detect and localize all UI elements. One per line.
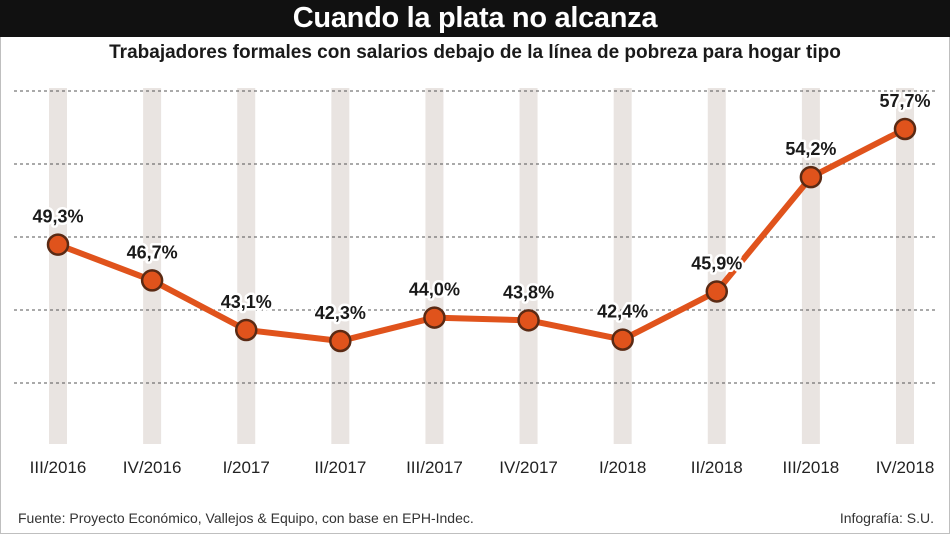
x-tick-label: III/2018 [783,458,840,477]
data-point [611,328,634,351]
column-band [237,88,256,444]
column-band [425,88,444,444]
column-band [49,88,67,444]
data-labels: 49,3%49,3%46,7%46,7%43,1%43,1%42,3%42,3%… [30,89,933,326]
data-label-halo: 43,1% [221,292,272,312]
gridlines [14,90,936,384]
data-label-halo: 42,4% [597,302,648,322]
column-band [896,88,914,444]
data-label: 42,3% [315,303,366,323]
x-tick-label: II/2017 [314,458,366,477]
data-point [329,329,352,353]
column-band [613,88,632,444]
data-label: 54,2% [785,139,836,159]
x-tick-label: IV/2018 [876,458,935,477]
data-label-halo: 42,3% [315,303,366,323]
credit-note: Infografía: S.U. [839,510,934,526]
data-label-halo: 45,9% [691,253,742,273]
data-point [140,269,164,292]
data-label: 57,7% [879,91,930,111]
data-label: 43,1% [221,292,272,312]
data-label-halo: 43,8% [503,282,554,302]
chart-subtitle: Trabajadores formales con salarios debaj… [109,42,841,63]
data-point [705,280,729,303]
data-point [423,306,446,329]
x-tick-label: I/2017 [223,458,270,477]
series-line [55,126,908,344]
x-tick-label: III/2017 [406,458,463,477]
data-label: 45,9% [691,253,742,273]
data-label: 42,4% [597,302,648,322]
x-tick-label: III/2016 [30,458,87,477]
title-bar: Cuando la plata no alcanza [0,0,950,37]
data-label-halo: 46,7% [127,242,178,262]
data-point [46,233,70,256]
x-tick-label: I/2018 [599,458,646,477]
data-markers [46,117,917,353]
column-band [143,88,162,444]
column-bands [49,88,914,444]
column-band [707,88,726,444]
data-point [799,165,823,189]
data-label: 49,3% [32,207,83,227]
data-label: 46,7% [127,242,178,262]
data-label-halo: 54,2% [785,139,836,159]
column-band [519,88,538,444]
data-point [893,117,917,141]
data-label-halo: 49,3% [32,207,83,227]
data-label-halo: 57,7% [879,91,930,111]
data-label: 43,8% [503,282,554,302]
data-label: 44,0% [409,280,460,300]
data-point [517,309,540,332]
source-note: Fuente: Proyecto Económico, Vallejos & E… [18,510,474,526]
data-label-halo: 44,0% [409,280,460,300]
column-band [331,88,350,444]
x-tick-label: II/2018 [691,458,743,477]
x-axis-ticks: III/2016 IV/2016 I/2017 II/2017 III/2017 IV/2… [30,458,935,477]
series-line-group [55,126,908,344]
x-tick-label: IV/2017 [499,458,558,477]
chart-title: Cuando la plata no alcanza [292,2,658,34]
x-tick-label: IV/2016 [123,458,182,477]
data-point [234,318,258,342]
